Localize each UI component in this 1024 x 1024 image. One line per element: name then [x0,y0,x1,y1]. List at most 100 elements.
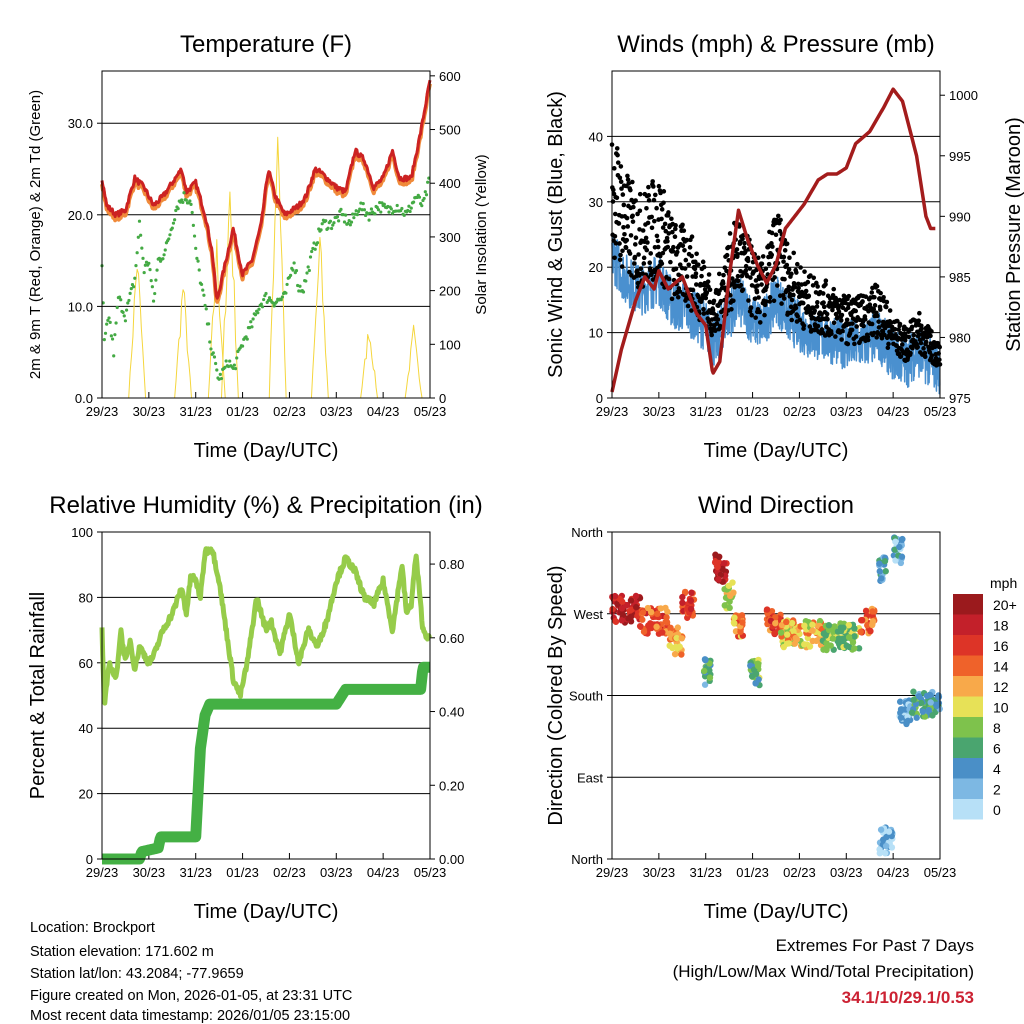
gust-point [660,250,666,256]
x-tick-label: 04/23 [877,865,910,880]
direction-point [919,708,927,715]
dewpoint-point [203,303,207,308]
location-text: Location: Brockport [30,920,155,936]
x-tick-label: 03/23 [320,865,353,880]
gust-point [666,231,672,236]
gust-point [659,207,665,212]
gust-point [757,309,762,315]
dewpoint-point [196,259,200,263]
gust-point [615,152,620,158]
gust-point [745,258,751,264]
dewpoint-point [330,226,334,231]
gust-point [636,252,641,257]
dewpoint-point [347,219,351,223]
x-tick-label: 31/23 [689,404,722,419]
gust-point [787,255,792,260]
dewpoint-point [379,210,383,214]
gust-point [738,282,744,288]
y-right-tick-label: 200 [439,284,461,299]
direction-point [714,563,721,571]
dewpoint-point [214,361,218,366]
gust-point [649,225,655,231]
dewpoint-point [412,200,416,204]
dewpoint-point [308,255,313,259]
x-tick-label: 05/23 [414,865,447,880]
gust-point [613,241,619,246]
dewpoint-point [202,293,206,297]
gust-point [620,192,626,197]
gust-point [699,273,704,279]
gust-point [825,316,830,322]
dewpoint-point [181,200,185,205]
gust-point [659,216,664,222]
dewpoint-point [123,319,128,323]
direction-point [663,614,670,621]
gust-point [781,259,786,264]
gust-point [680,222,685,228]
gust-point [903,326,909,332]
y-tick-label: 20 [79,787,93,802]
pressure-line [610,87,937,393]
gust-point [683,257,689,263]
gust-point [923,339,929,345]
legend-label: 0 [993,802,1001,818]
dewpoint-point [162,253,166,257]
gust-point [871,330,877,336]
gust-point [714,321,720,326]
gust-point [625,224,631,229]
gust-point [631,204,636,210]
dewpoint-point [301,290,306,294]
direction-point [809,637,816,645]
plot-border [101,531,431,860]
legend-swatch [953,717,983,738]
gust-point [650,277,656,282]
dewpoint-point [407,204,411,208]
dewpoint-point [167,237,171,241]
gust-point [763,266,769,271]
direction-point [674,624,681,631]
solar-insolation-line [268,136,287,399]
gust-point [911,332,917,338]
gust-point [880,329,886,334]
gust-point [853,308,859,314]
dewpoint-point [128,291,132,295]
dewpoint-point [373,212,377,216]
direction-point [851,625,858,632]
y-tick-label: North [571,525,603,540]
gust-point [767,299,773,304]
dewpoint-point [272,304,276,308]
y-tick-label: 0 [596,391,603,406]
gust-point [623,245,629,251]
y-right-tick-label: 995 [949,149,971,164]
gust-point [716,271,722,277]
gust-point [643,235,649,241]
direction-point [783,618,790,626]
gust-point [666,276,672,282]
gust-point [773,232,779,238]
gust-point [840,328,845,334]
direction-point [926,691,934,699]
x-axis-label: Time (Day/UTC) [194,901,339,923]
gust-point [831,320,837,326]
dewpoint-point [274,300,279,304]
dewpoint-point [180,198,184,202]
legend-swatch [953,655,983,676]
gust-point [781,254,787,260]
gust-point [792,284,798,290]
direction-point [618,617,625,624]
direction-point [917,699,925,707]
gust-point [617,241,622,246]
dewpoint-point [114,321,118,325]
gust-point [614,146,620,151]
direction-point [721,602,728,609]
y-axis-label: Percent & Total Rainfall [27,592,49,800]
dewpoint-point [249,320,253,324]
direction-point [752,670,760,678]
y-right-tick-label: 600 [439,69,461,84]
gust-point [898,354,904,359]
gust-point [747,266,753,271]
dewpoint-point [197,268,201,272]
dewpoint-point [361,202,365,206]
dewpoint-point [189,202,193,206]
y-right-tick-label: 0.40 [439,705,464,720]
